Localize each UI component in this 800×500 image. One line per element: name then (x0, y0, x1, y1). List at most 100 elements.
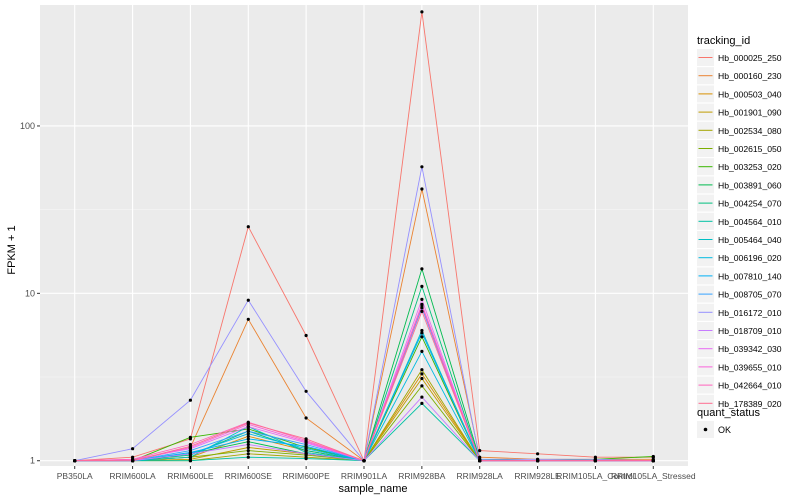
data-point (420, 372, 424, 376)
data-point (131, 459, 135, 463)
x-axis: PB350LA RRIM600LA RRIM600LE RRIM600SE RRIM60… (57, 466, 696, 481)
data-point (420, 331, 424, 335)
legend-title-tracking: tracking_id (697, 35, 750, 47)
data-point (420, 10, 424, 14)
data-point (478, 459, 482, 463)
data-point (246, 225, 250, 229)
y-tick-label: 100 (20, 121, 35, 131)
y-axis: 1 10 100 (20, 121, 40, 466)
data-point (131, 447, 135, 451)
y-tick-label: 10 (25, 288, 35, 298)
x-tick-label: RRIM901LA (341, 471, 388, 481)
data-point (420, 267, 424, 271)
data-point (246, 432, 250, 436)
data-point (651, 459, 655, 463)
data-point (246, 298, 250, 302)
data-point (420, 384, 424, 388)
legend-title-status: quant_status (697, 407, 760, 419)
data-point (246, 449, 250, 453)
x-tick-label: RRIM600LA (109, 471, 156, 481)
data-point (420, 187, 424, 191)
data-point (304, 389, 308, 393)
legend: tracking_id Hb_000025_250Hb_000160_230Hb… (697, 35, 782, 438)
data-point (188, 455, 192, 459)
data-point (420, 401, 424, 405)
data-point (188, 435, 192, 439)
x-tick-label: RRIM105LA_Stressed (611, 471, 696, 481)
y-axis-label: FPKM + 1 (6, 225, 18, 274)
legend-label: Hb_004564_010 (718, 217, 782, 227)
legend-status-label: OK (718, 425, 731, 435)
x-tick-label: RRIM928BA (398, 471, 446, 481)
data-point (420, 368, 424, 372)
data-point (304, 437, 308, 441)
legend-label: Hb_018709_010 (718, 326, 782, 336)
data-point (420, 328, 424, 333)
legend-status-point (703, 427, 708, 432)
data-point (246, 445, 250, 450)
legend-label: Hb_005464_040 (718, 235, 782, 245)
grid-major (40, 5, 688, 466)
legend-label: Hb_006196_020 (718, 253, 782, 263)
data-point (420, 284, 424, 288)
data-point (246, 452, 250, 456)
x-tick-label: RRIM600PE (283, 471, 331, 481)
legend-label: Hb_039342_030 (718, 344, 782, 354)
data-point (188, 444, 192, 448)
legend-label: Hb_007810_140 (718, 271, 782, 281)
data-point (246, 437, 250, 441)
legend-label: Hb_002534_080 (718, 126, 782, 136)
data-point (73, 459, 77, 463)
legend-label: Hb_016172_010 (718, 308, 782, 318)
data-point (420, 395, 424, 399)
data-point (536, 452, 540, 456)
data-point (304, 457, 308, 461)
data-point (188, 398, 192, 402)
data-point (304, 452, 308, 456)
x-tick-label: RRIM928LE (514, 471, 561, 481)
data-point (246, 429, 250, 433)
data-point (246, 317, 250, 321)
data-point (246, 442, 250, 447)
data-point (478, 449, 482, 453)
legend-label: Hb_001901_090 (718, 108, 782, 118)
legend-label: Hb_003253_020 (718, 162, 782, 172)
data-point (246, 427, 250, 431)
data-point (420, 335, 424, 339)
data-point (246, 434, 250, 438)
data-point (420, 304, 424, 308)
data-point (420, 349, 424, 353)
x-tick-label: RRIM600LE (167, 471, 214, 481)
data-point (188, 459, 192, 463)
legend-label: Hb_004254_070 (718, 199, 782, 209)
data-point (420, 309, 424, 313)
data-point (420, 376, 424, 381)
legend-label: Hb_039655_010 (718, 362, 782, 372)
data-point (362, 459, 366, 463)
legend-label: Hb_002615_050 (718, 144, 782, 154)
data-point (246, 440, 250, 444)
legend-label: Hb_042664_010 (718, 381, 782, 391)
legend-label: Hb_003891_060 (718, 180, 782, 190)
data-point (651, 454, 655, 459)
legend-label: Hb_008705_070 (718, 290, 782, 300)
data-point (246, 421, 250, 425)
y-tick-label: 1 (30, 456, 35, 466)
series-points (73, 10, 655, 463)
data-point (304, 416, 308, 420)
legend-label: Hb_000503_040 (718, 89, 782, 99)
legend-label: Hb_000160_230 (718, 71, 782, 81)
x-tick-label: PB350LA (57, 471, 93, 481)
legend-label: Hb_000025_250 (718, 53, 782, 63)
legend-items: Hb_000025_250 Hb_000160_230 Hb_000503_040 H… (697, 49, 782, 412)
x-tick-label: RRIM105LA_Control (556, 471, 635, 481)
data-point (420, 165, 424, 169)
data-point (304, 333, 308, 338)
x-axis-label: sample_name (338, 483, 407, 495)
legend-label: Hb_178389_020 (718, 399, 782, 409)
data-point (420, 297, 424, 301)
data-point (246, 455, 250, 459)
data-point (246, 425, 250, 429)
x-tick-label: RRIM600SE (225, 471, 273, 481)
